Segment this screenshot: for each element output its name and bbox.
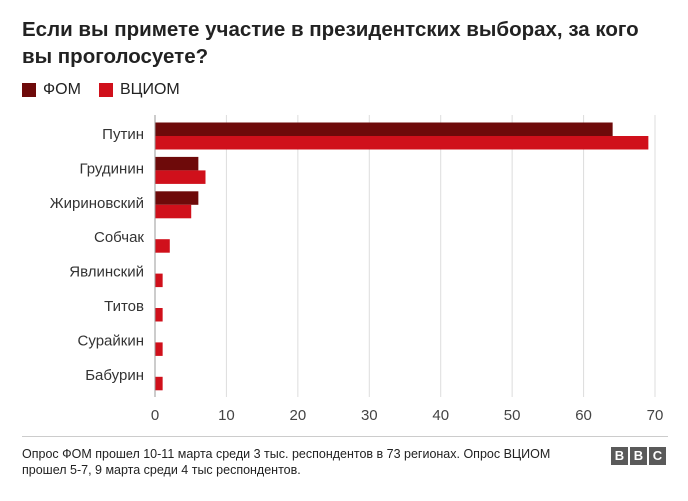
bar-fom bbox=[155, 122, 613, 136]
bbc-logo: B B C bbox=[609, 447, 666, 465]
category-label: Собчак bbox=[94, 229, 144, 246]
bbc-logo-letter: C bbox=[649, 447, 666, 465]
footer-divider bbox=[22, 436, 668, 437]
category-label: Явлинский bbox=[69, 264, 144, 281]
bar-vciom bbox=[155, 239, 170, 253]
bar-vciom bbox=[155, 308, 163, 322]
legend-swatch-fom bbox=[22, 83, 36, 97]
legend: ФОМ ВЦИОМ bbox=[22, 80, 198, 100]
x-tick-label: 70 bbox=[647, 407, 664, 424]
bbc-logo-letter: B bbox=[630, 447, 647, 465]
category-label: Бабурин bbox=[85, 367, 144, 384]
x-tick-label: 10 bbox=[218, 407, 235, 424]
category-label: Путин bbox=[102, 126, 144, 143]
bar-vciom bbox=[155, 170, 206, 184]
bar-vciom bbox=[155, 376, 163, 391]
category-label: Сурайкин bbox=[78, 332, 144, 349]
legend-label-vciom: ВЦИОМ bbox=[119, 81, 180, 98]
legend-item-vciom: ВЦИОМ bbox=[98, 81, 180, 99]
category-label: Титов bbox=[104, 298, 144, 315]
x-tick-label: 60 bbox=[575, 407, 592, 424]
bar-vciom bbox=[155, 342, 163, 356]
bar-vciom bbox=[155, 204, 192, 219]
category-label: Грудинин bbox=[79, 160, 144, 177]
legend-swatch-vciom bbox=[98, 83, 113, 97]
bar-fom bbox=[155, 156, 199, 171]
x-tick-label: 0 bbox=[151, 407, 159, 424]
chart-title: Если вы примете участие в президентских … bbox=[22, 18, 639, 68]
bar-vciom bbox=[155, 136, 649, 150]
x-tick-label: 40 bbox=[432, 407, 449, 424]
x-tick-label: 20 bbox=[290, 407, 307, 424]
x-tick-label: 50 bbox=[504, 407, 521, 424]
legend-item-fom: ФОМ bbox=[22, 81, 81, 99]
source-note: Опрос ФОМ прошел 10-11 марта среди 3 тыс… bbox=[22, 447, 551, 477]
category-label: Жириновский bbox=[50, 195, 144, 212]
x-tick-label: 30 bbox=[361, 407, 378, 424]
bbc-logo-letter: B bbox=[611, 447, 628, 465]
legend-label-fom: ФОМ bbox=[43, 81, 81, 98]
bar-fom bbox=[155, 191, 199, 205]
bar-vciom bbox=[155, 273, 163, 288]
